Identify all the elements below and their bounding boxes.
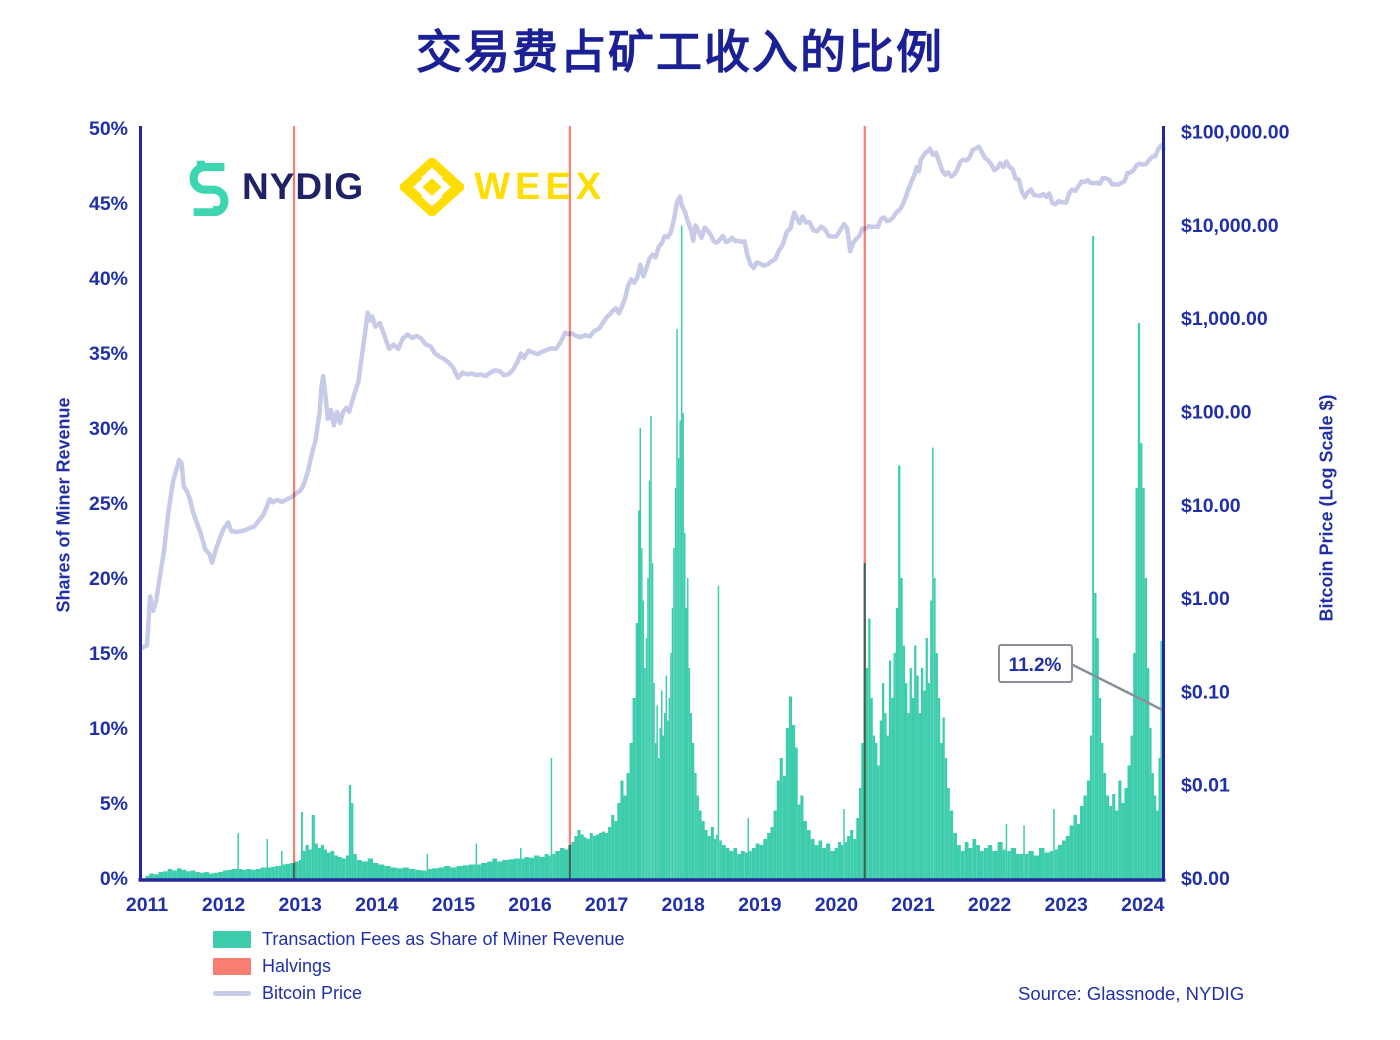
svg-text:15%: 15% (89, 643, 128, 665)
annotation-label: 11.2% (1009, 655, 1062, 676)
svg-text:2015: 2015 (432, 894, 476, 916)
svg-text:10%: 10% (89, 718, 128, 740)
svg-text:$1.00: $1.00 (1181, 588, 1230, 610)
svg-text:40%: 40% (89, 268, 128, 290)
svg-text:25%: 25% (89, 493, 128, 515)
svg-text:2013: 2013 (279, 894, 323, 916)
svg-text:2022: 2022 (968, 894, 1012, 916)
svg-text:$10.00: $10.00 (1181, 495, 1241, 517)
svg-text:2012: 2012 (202, 894, 246, 916)
svg-text:2017: 2017 (585, 894, 628, 916)
legend-label-fees: Transaction Fees as Share of Miner Reven… (262, 929, 625, 949)
svg-text:2024: 2024 (1121, 894, 1165, 916)
svg-text:2021: 2021 (891, 894, 935, 916)
svg-text:2014: 2014 (355, 894, 399, 916)
svg-text:$0.01: $0.01 (1181, 775, 1230, 797)
legend-swatch-halvings (213, 958, 251, 975)
svg-text:30%: 30% (89, 418, 128, 440)
weex-logo: WEEX (400, 158, 606, 216)
latest-value-annotation: 11.2% (998, 644, 1164, 712)
legend-item-fees: Transaction Fees as Share of Miner Reven… (213, 929, 625, 950)
legend-label-halvings: Halvings (262, 956, 332, 976)
svg-text:2023: 2023 (1045, 894, 1089, 916)
svg-text:2018: 2018 (662, 894, 706, 916)
svg-text:$100.00: $100.00 (1181, 402, 1252, 424)
legend-label-price: Bitcoin Price (262, 983, 363, 1003)
axes (138, 126, 1166, 882)
svg-text:$1,000.00: $1,000.00 (1181, 308, 1268, 330)
logo-row: NYDIG WEEX (186, 158, 606, 216)
svg-text:20%: 20% (89, 568, 128, 590)
svg-text:50%: 50% (89, 118, 128, 140)
nydig-logo: NYDIG (186, 158, 364, 216)
legend-item-halvings: Halvings (213, 956, 625, 977)
svg-text:35%: 35% (89, 343, 128, 365)
halving-lines (292, 126, 866, 879)
svg-text:$10,000.00: $10,000.00 (1181, 215, 1279, 237)
chart-title: 交易费占矿工收入的比例 (416, 26, 944, 78)
weex-diamond-icon (400, 158, 465, 216)
svg-text:45%: 45% (89, 193, 128, 215)
weex-wordmark: WEEX (474, 165, 607, 208)
svg-text:2011: 2011 (126, 894, 168, 916)
nydig-wordmark: NYDIG (242, 166, 365, 207)
tick-labels: 0% 5% 10% 15% 20% 25% 30% 35% 40% 45% 50% $0.00 $0.0… (89, 118, 1290, 916)
svg-text:$0.00: $0.00 (1181, 868, 1230, 890)
fee-bars (145, 225, 1163, 880)
svg-text:5%: 5% (100, 793, 128, 815)
legend-swatch-fees (213, 931, 251, 948)
legend-item-price: Bitcoin Price (213, 983, 625, 1004)
svg-text:$100,000.00: $100,000.00 (1181, 122, 1290, 144)
svg-text:2020: 2020 (815, 894, 859, 916)
nydig-dollar-icon (189, 160, 229, 216)
left-axis-title: Shares of Miner Revenue (53, 397, 74, 613)
svg-text:2019: 2019 (738, 894, 782, 916)
right-axis-title: Bitcoin Price (Log Scale $) (1316, 394, 1337, 622)
svg-text:0%: 0% (100, 868, 128, 890)
legend: Transaction Fees as Share of Miner Reven… (213, 929, 625, 1004)
source-note: Source: Glassnode, NYDIG (1018, 983, 1245, 1004)
svg-text:2016: 2016 (508, 894, 552, 916)
legend-swatch-price (213, 991, 251, 996)
svg-text:$0.10: $0.10 (1181, 681, 1230, 703)
bitcoin-price-line (139, 143, 1166, 651)
